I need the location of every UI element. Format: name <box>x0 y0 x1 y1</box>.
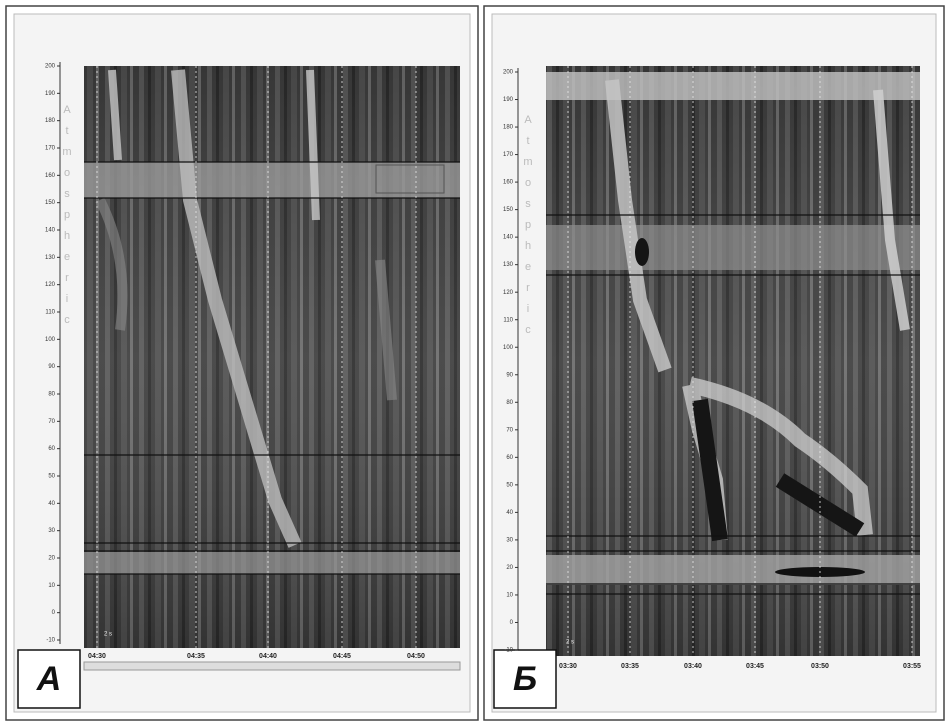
x-tick-label: 03:45 <box>746 663 764 670</box>
x-tick-label: 03:30 <box>559 663 577 670</box>
y-tick-label: -10 <box>504 648 513 654</box>
y-tick-label: 120 <box>45 282 56 288</box>
x-tick-label: 04:40 <box>259 653 277 660</box>
y-tick-label: 190 <box>45 91 56 97</box>
y-tick-label: 160 <box>503 180 514 186</box>
y-tick-label: 130 <box>45 255 56 261</box>
x-tick-label: 03:35 <box>621 663 639 670</box>
y-tick-label: 30 <box>48 528 55 534</box>
y-tick-label: 180 <box>45 118 56 124</box>
y-tick-label: 200 <box>45 64 56 70</box>
y-tick-label: 110 <box>45 310 55 316</box>
y-tick-label: 20 <box>48 556 55 562</box>
y-tick-label: 190 <box>503 97 514 103</box>
y-tick-label: 20 <box>506 565 513 571</box>
x-tick-label: 03:55 <box>903 663 921 670</box>
y-tick-label: 140 <box>503 235 514 241</box>
y-tick-label: -10 <box>46 638 55 644</box>
y-tick-label: 120 <box>503 290 514 296</box>
y-tick-label: 10 <box>48 583 55 589</box>
y-tick-label: 30 <box>506 537 513 543</box>
y-tick-label: 60 <box>48 446 55 452</box>
y-tick-label: 10 <box>506 593 513 599</box>
y-tick-label: 170 <box>45 146 56 152</box>
y-tick-label: 130 <box>503 262 514 268</box>
panel-label: Б <box>513 660 537 698</box>
x-tick-label: 04:45 <box>333 653 351 660</box>
y-tick-label: 70 <box>506 427 513 433</box>
y-tick-label: 160 <box>45 173 56 179</box>
radar-image <box>546 66 920 656</box>
y-tick-label: 100 <box>45 337 56 343</box>
y-tick-label: 100 <box>503 345 514 351</box>
x-tick-label: 03:50 <box>811 663 829 670</box>
y-tick-label: 90 <box>506 372 513 378</box>
x-tick-label: 04:30 <box>88 653 106 660</box>
y-tick-label: 90 <box>48 364 55 370</box>
scale-note: 2 s <box>566 640 574 646</box>
y-tick-label: 80 <box>506 400 513 406</box>
panel-label: А <box>36 660 62 698</box>
x-tick-label: 04:35 <box>187 653 205 660</box>
y-tick-label: 40 <box>48 501 55 507</box>
radar-image <box>84 66 460 648</box>
y-tick-label: 60 <box>506 455 513 461</box>
figure: А Б 200 190 180 170 160 150 140 130 120 110 100 90 8… <box>0 0 950 726</box>
y-tick-label: 140 <box>45 228 56 234</box>
y-tick-label: 150 <box>45 200 56 206</box>
y-tick-label: 200 <box>503 70 514 76</box>
x-tick-label: 04:50 <box>407 653 425 660</box>
scrollbar <box>84 662 460 670</box>
y-tick-label: 80 <box>48 392 55 398</box>
y-tick-label: 50 <box>48 474 55 480</box>
y-tick-label: 70 <box>48 419 55 425</box>
x-tick-label: 03:40 <box>684 663 702 670</box>
y-tick-label: 110 <box>503 317 513 323</box>
y-tick-label: 50 <box>506 482 513 488</box>
y-tick-label: 180 <box>503 125 514 131</box>
y-tick-label: 150 <box>503 207 514 213</box>
y-tick-label: 170 <box>503 152 514 158</box>
y-tick-label: 40 <box>506 510 513 516</box>
scale-note: 2 s <box>104 632 112 638</box>
